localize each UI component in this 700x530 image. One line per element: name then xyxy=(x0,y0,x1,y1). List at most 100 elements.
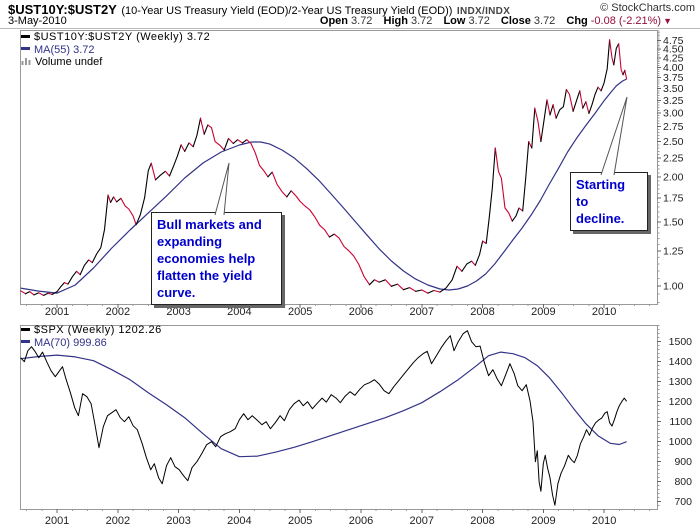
price-line-segment xyxy=(120,197,137,226)
panel-border xyxy=(20,325,658,510)
y-axis-tick-label: 1.25 xyxy=(663,245,684,257)
y-axis-tick-label: 3.00 xyxy=(663,107,684,119)
top-panel-legend: $UST10Y:$UST2Y (Weekly) 3.72 MA(55) 3.72… xyxy=(21,31,210,69)
price-line-segment xyxy=(546,99,551,116)
price-line-segment xyxy=(471,260,476,266)
x-axis-tick-label: 2005 xyxy=(288,515,312,527)
y-axis-tick-label: 2.00 xyxy=(663,171,684,183)
price-line-segment xyxy=(180,144,186,152)
price-line-segment xyxy=(241,139,248,144)
y-axis-tick-label: 4.00 xyxy=(663,62,684,74)
price-line-segment xyxy=(47,292,53,295)
legend-item-ma70: MA(70) 999.86 xyxy=(21,337,162,350)
legend-item-volume: Volume undef xyxy=(21,56,210,69)
ma-line xyxy=(20,351,627,458)
annotation-line: economies help xyxy=(157,251,256,266)
x-axis-tick-label: 2002 xyxy=(106,306,130,318)
price-line-segment xyxy=(421,289,429,294)
price-line-segment xyxy=(184,142,190,152)
price-line-segment xyxy=(164,170,171,177)
y-axis-tick-label: 1100 xyxy=(669,416,692,428)
x-axis-tick-label: 2008 xyxy=(470,306,494,318)
y-axis-tick-label: 4.25 xyxy=(663,52,684,64)
price-line-segment xyxy=(88,259,93,264)
price-line-segment xyxy=(237,139,244,144)
price-line-segment xyxy=(588,86,599,114)
price-line-segment xyxy=(33,292,40,296)
price-line-segment xyxy=(203,124,209,135)
legend-text: $SPX (Weekly) 1202.26 xyxy=(34,324,162,336)
price-line-segment xyxy=(485,147,496,244)
price-line-segment xyxy=(43,292,49,296)
x-axis-tick-label: 2008 xyxy=(470,515,494,527)
price-line-segment xyxy=(402,287,411,291)
price-line-segment xyxy=(271,171,288,198)
ma-line xyxy=(20,78,627,294)
price-line-segment xyxy=(572,90,581,112)
high-label: High xyxy=(383,15,408,27)
price-line-segment xyxy=(107,194,112,203)
annotation-starting-to-decline: Starting to decline. xyxy=(570,172,648,231)
price-line-segment xyxy=(38,292,45,296)
y-axis-tick-label: 3.25 xyxy=(663,95,684,107)
x-axis-tick-label: 2010 xyxy=(592,515,616,527)
legend-item-ma55: MA(55) 3.72 xyxy=(21,44,210,57)
price-line-segment xyxy=(150,162,157,181)
x-axis-tick-label: 2003 xyxy=(166,306,190,318)
y-axis-tick-label: 2.50 xyxy=(663,136,684,148)
x-axis-tick-label: 2001 xyxy=(45,306,69,318)
price-line-segment xyxy=(433,289,441,293)
x-axis-tick-label: 2009 xyxy=(531,515,555,527)
x-axis-tick-label: 2006 xyxy=(349,515,373,527)
header-divider xyxy=(0,28,700,29)
price-line-segment xyxy=(267,171,273,178)
price-line-segment xyxy=(378,279,386,283)
price-line-segment xyxy=(67,270,78,285)
symbol: $UST10Y:$UST2Y xyxy=(8,2,117,17)
price-line-segment xyxy=(522,141,530,212)
y-axis-tick-label: 3.75 xyxy=(663,72,684,84)
price-line-segment xyxy=(528,141,533,149)
price-line-segment xyxy=(290,190,330,238)
price-line-segment xyxy=(482,240,487,244)
price-line-segment xyxy=(552,104,557,119)
y-axis-tick-label: 1.75 xyxy=(663,192,684,204)
symbol-description: (10-Year US Treasury Yield (EOD)/2-Year … xyxy=(121,5,453,17)
x-axis-tick-label: 2009 xyxy=(531,306,555,318)
y-axis-tick-label: 1.50 xyxy=(663,217,684,229)
y-axis-tick-label: 800 xyxy=(674,476,692,488)
price-line-segment xyxy=(409,287,417,292)
x-axis-tick-label: 2010 xyxy=(592,306,616,318)
price-line-segment xyxy=(199,117,205,135)
price-line-segment xyxy=(531,107,536,149)
copyright: © StockCharts.com xyxy=(600,2,695,14)
price-line-segment xyxy=(79,259,90,276)
x-axis-tick-label: 2004 xyxy=(227,515,251,527)
price-line-segment xyxy=(29,291,35,296)
low-label: Low xyxy=(443,15,466,27)
price-line-segment xyxy=(390,283,399,287)
y-axis-tick-label: 3.50 xyxy=(663,83,684,95)
annotation-line: to xyxy=(576,194,589,209)
change-value: -0.08 (-2.21%) xyxy=(590,15,662,27)
annotation-line: Bull markets and xyxy=(157,217,262,232)
panel-border xyxy=(20,30,658,305)
y-axis-tick-label: 1000 xyxy=(669,436,693,448)
y-axis-tick-label: 900 xyxy=(674,456,692,468)
price-line-segment xyxy=(227,137,234,145)
line-swatch-icon xyxy=(21,340,30,344)
annotation-line: curve. xyxy=(157,285,196,300)
price-line-segment xyxy=(565,88,574,112)
price-line-segment xyxy=(609,39,615,66)
x-axis-tick-label: 2003 xyxy=(166,515,190,527)
price-line-segment xyxy=(518,207,524,212)
close-value: 3.72 xyxy=(533,15,556,27)
line-swatch-icon xyxy=(21,34,30,38)
price-line-segment xyxy=(534,107,542,143)
y-axis-tick-label: 1.00 xyxy=(663,280,684,292)
date: 3-May-2010 xyxy=(8,15,67,27)
price-line-segment xyxy=(20,290,27,295)
low-value: 3.72 xyxy=(468,15,490,27)
close-label: Close xyxy=(500,15,531,27)
